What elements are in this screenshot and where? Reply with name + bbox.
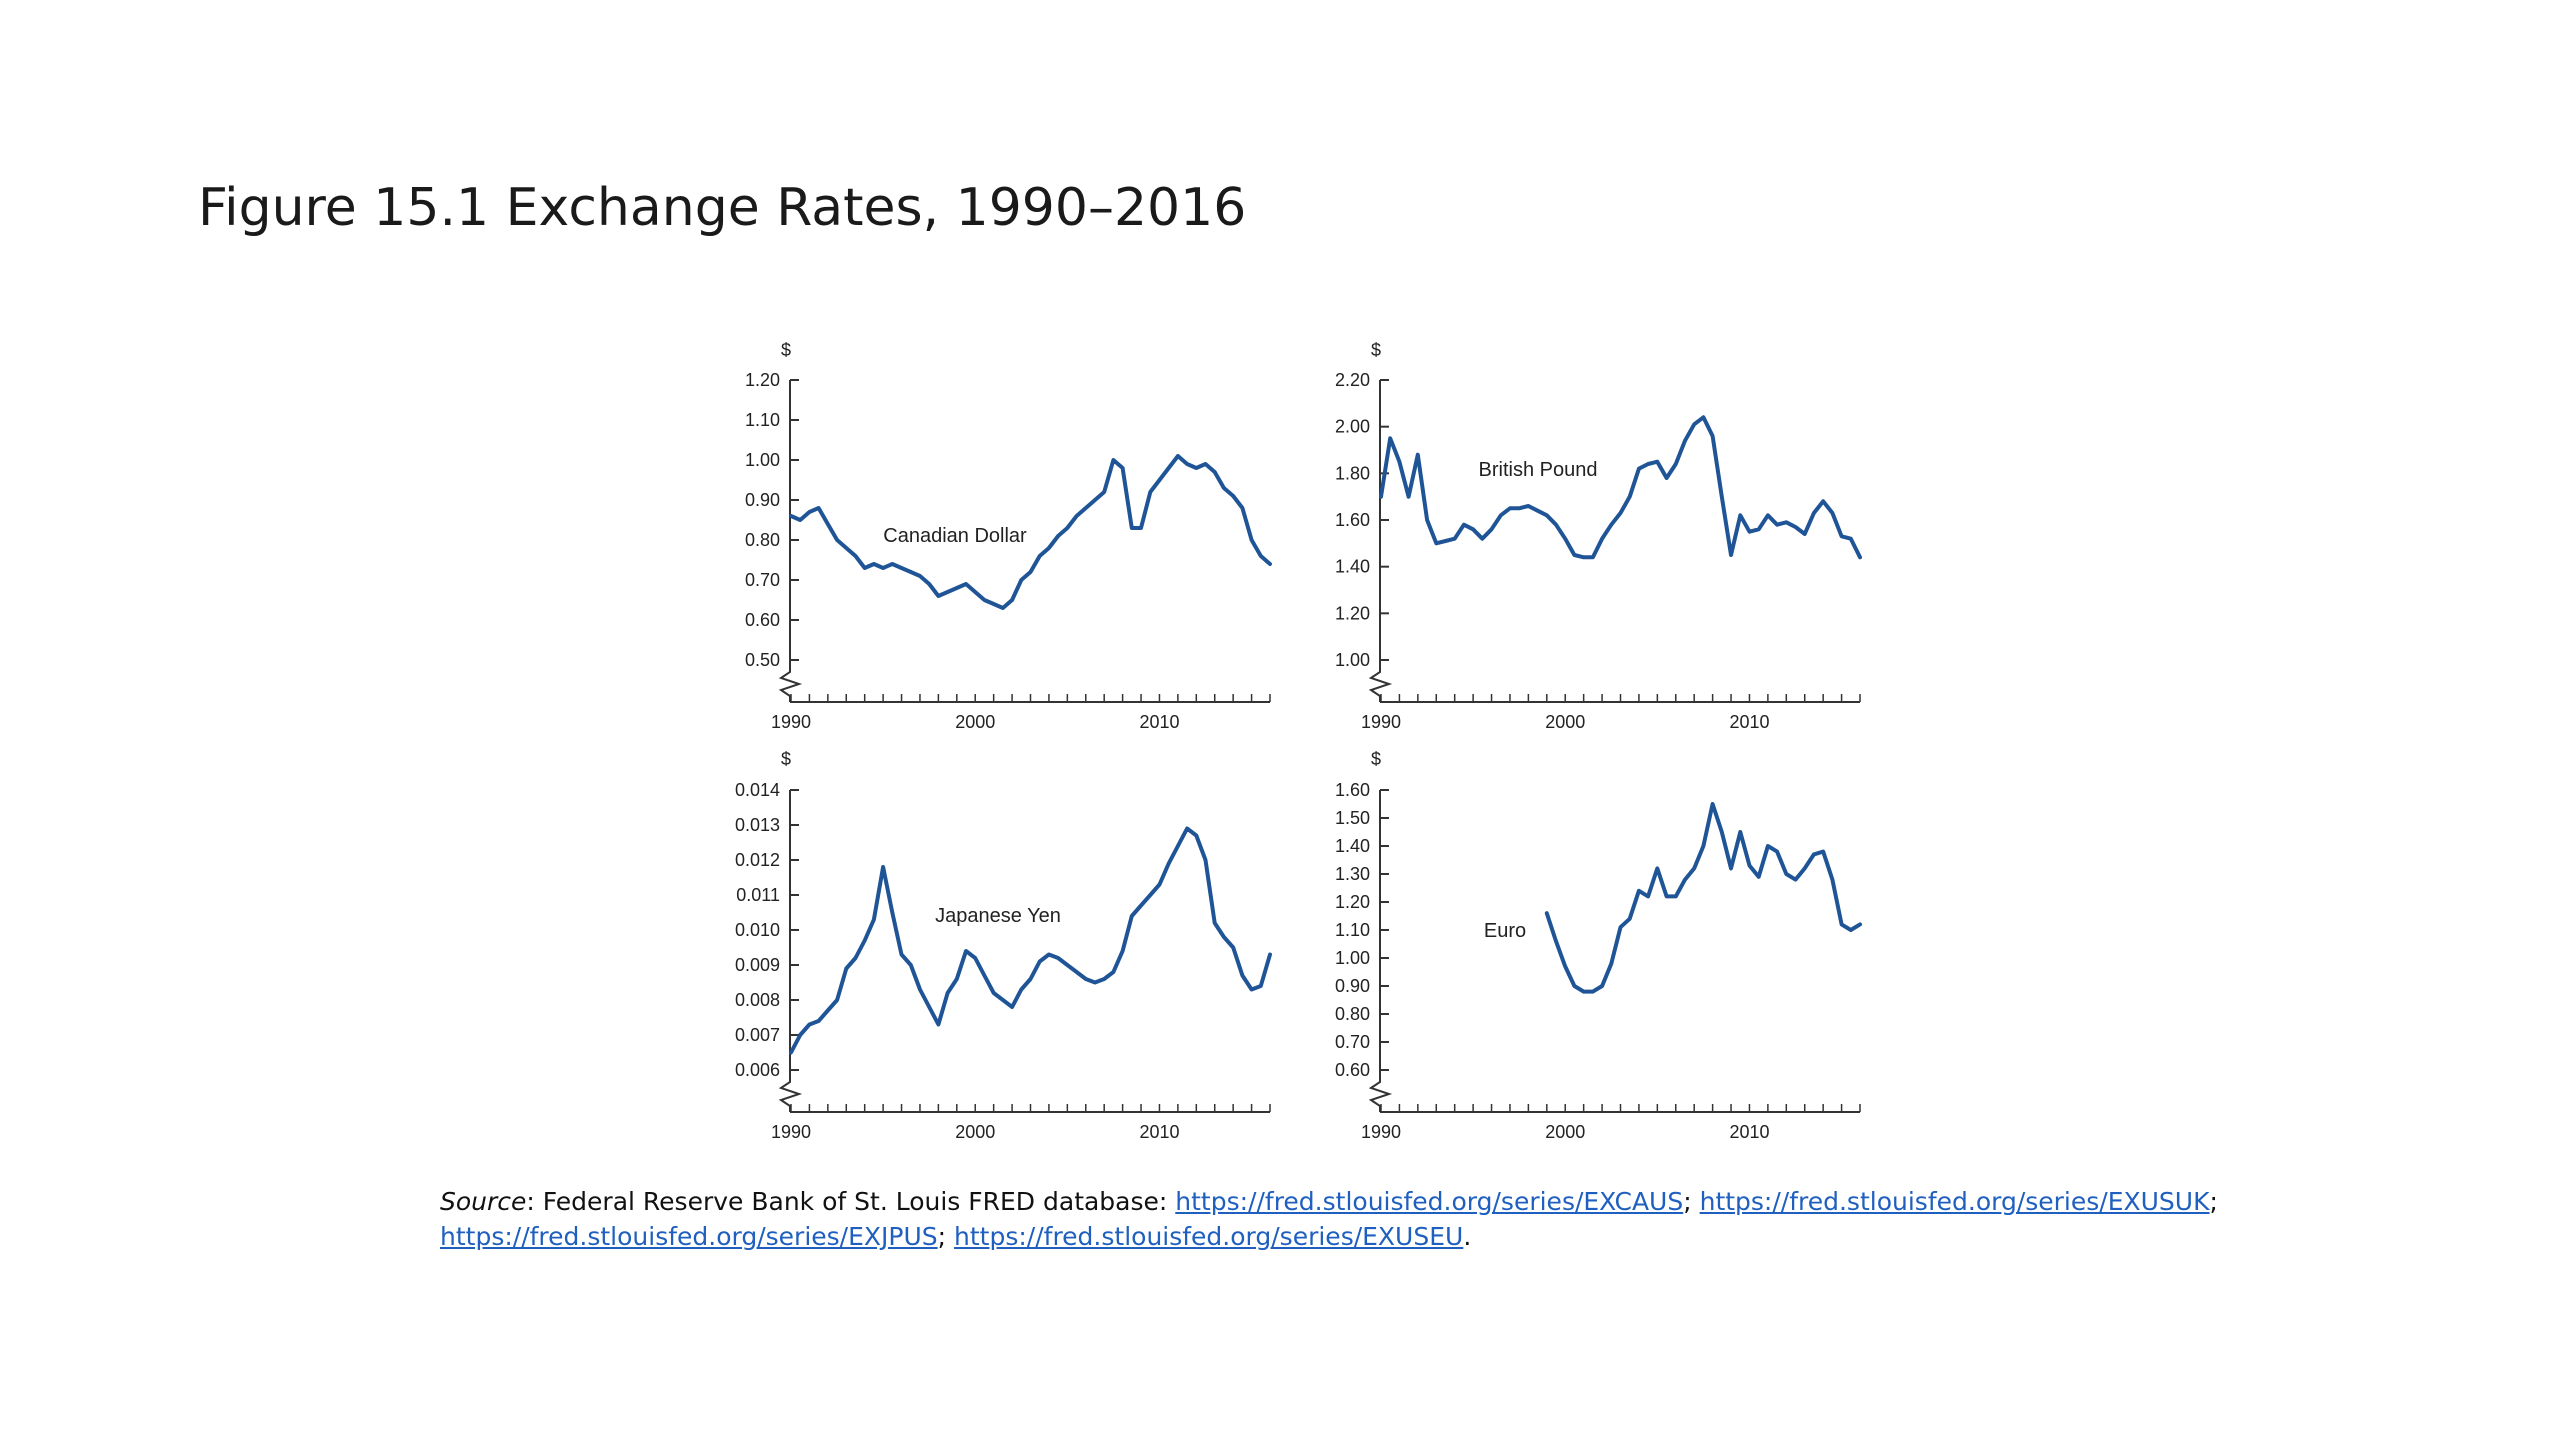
y-tick-label: 1.40 [1335,557,1370,577]
y-tick-label: 0.90 [745,490,780,510]
y-axis [1368,790,1393,1112]
y-tick-label: 1.20 [1335,603,1370,623]
y-tick-label: 0.011 [736,885,780,905]
series-label: Japanese Yen [935,905,1061,927]
y-unit-label: $ [1371,340,1381,360]
y-tick-label: 0.008 [735,990,780,1010]
y-tick-label: 0.007 [735,1025,780,1045]
y-unit-label: $ [781,749,791,769]
x-tick-label: 1990 [771,1122,811,1142]
source-end: . [1463,1222,1472,1251]
y-tick-label: 1.20 [745,370,780,390]
y-tick-label: 0.006 [735,1060,780,1080]
y-tick-label: 0.50 [745,650,780,670]
y-tick-label: 0.014 [735,780,780,800]
x-tick-label: 2010 [1139,712,1179,732]
series-label: Euro [1484,920,1526,942]
x-tick-label: 1990 [771,712,811,732]
chart-panel-3: 0.006 0.007 0.008 0.009 0.010 0.011 0.012 0.013… [735,749,1272,1142]
y-tick-label: 0.80 [1335,1004,1370,1024]
series-label: Canadian Dollar [883,525,1027,547]
x-tick-label: 2010 [1729,712,1769,732]
source-text: : Federal Reserve Bank of St. Louis FRED… [526,1187,1176,1216]
y-tick-label: 1.50 [1335,808,1370,828]
y-tick-label: 1.60 [1335,780,1370,800]
y-tick-label: 1.40 [1335,836,1370,856]
series-line [789,826,1272,1055]
y-tick-label: 1.00 [1335,650,1370,670]
x-tick-label: 2010 [1139,1122,1179,1142]
series-line [1379,415,1862,560]
source-note: Source: Federal Reserve Bank of St. Loui… [440,1184,2240,1254]
source-link-exjpus[interactable]: https://fred.stlouisfed.org/series/EXJPU… [440,1222,938,1251]
x-tick-label: 2000 [1545,712,1585,732]
y-tick-label: 2.00 [1335,417,1370,437]
y-tick-label: 1.10 [1335,920,1370,940]
source-link-exuseu[interactable]: https://fred.stlouisfed.org/series/EXUSE… [954,1222,1464,1251]
y-tick-label: 0.012 [735,850,780,870]
y-tick-label: 1.60 [1335,510,1370,530]
x-tick-label: 2000 [955,712,995,732]
source-link-exusuk[interactable]: https://fred.stlouisfed.org/series/EXUSU… [1699,1187,2210,1216]
y-axis [778,380,803,702]
y-tick-label: 0.70 [745,570,780,590]
x-tick-label: 1990 [1361,712,1401,732]
source-separator: ; [937,1222,955,1251]
y-tick-label: 1.20 [1335,892,1370,912]
x-tick-label: 2010 [1729,1122,1769,1142]
chart-panel-4: 0.60 0.70 0.80 0.90 1.00 1.10 1.20 1.30 1.40 1.50… [1335,749,1862,1142]
x-tick-label: 1990 [1361,1122,1401,1142]
y-tick-label: 1.30 [1335,864,1370,884]
y-tick-label: 0.90 [1335,976,1370,996]
slide-title: Figure 15.1 Exchange Rates, 1990–2016 [198,178,1247,238]
source-separator: ; [2209,1187,2218,1216]
y-tick-label: 0.70 [1335,1032,1370,1052]
y-unit-label: $ [1371,749,1381,769]
y-tick-label: 1.00 [1335,948,1370,968]
y-tick-label: 1.10 [745,410,780,430]
x-tick-label: 2000 [1545,1122,1585,1142]
y-tick-label: 0.60 [1335,1060,1370,1080]
chart-panel-2: 1.00 1.20 1.40 1.60 1.80 2.00 2.20$1990 2000 201… [1335,340,1862,732]
y-tick-label: 1.80 [1335,463,1370,483]
chart-panel-1: 0.50 0.60 0.70 0.80 0.90 1.00 1.10 1.20$1990 200… [745,340,1272,732]
y-tick-label: 0.010 [735,920,780,940]
x-tick-label: 2000 [955,1122,995,1142]
y-tick-label: 0.013 [735,815,780,835]
y-tick-label: 0.009 [735,955,780,975]
series-line [789,454,1272,610]
source-label: Source [440,1187,527,1216]
y-tick-label: 0.60 [745,610,780,630]
source-link-excaus[interactable]: https://fred.stlouisfed.org/series/EXCAU… [1175,1187,1684,1216]
y-tick-label: 2.20 [1335,370,1370,390]
series-label: British Pound [1479,459,1598,481]
y-axis [1368,380,1393,702]
y-tick-label: 0.80 [745,530,780,550]
series-line [1544,802,1862,994]
source-separator: ; [1683,1187,1700,1216]
y-axis [778,790,803,1112]
y-unit-label: $ [781,340,791,360]
y-tick-label: 1.00 [745,450,780,470]
